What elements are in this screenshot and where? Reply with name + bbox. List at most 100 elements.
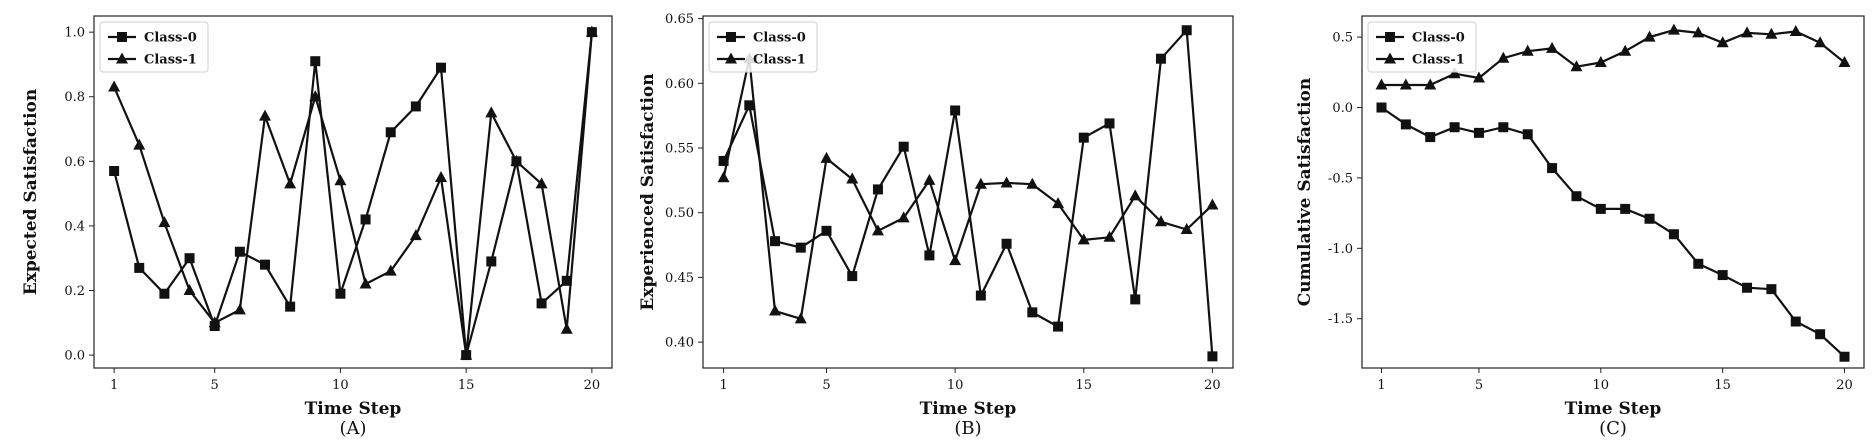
y-tick-label: -1.0 [1328, 242, 1353, 257]
data-point-class-0 [1522, 129, 1533, 140]
data-point-class-1 [334, 174, 347, 186]
data-point-class-1 [1643, 30, 1656, 42]
data-point-class-0 [1742, 282, 1753, 293]
data-point-class-0 [109, 166, 120, 177]
data-point-class-1 [1154, 215, 1167, 227]
x-tick-label: 1 [110, 378, 118, 393]
y-tick-label: 0.2 [64, 284, 85, 299]
plot-frame-c [1361, 15, 1865, 369]
data-point-class-1 [1594, 55, 1607, 67]
data-point-class-0 [847, 271, 858, 282]
y-tick-label: 0.40 [665, 336, 694, 351]
data-point-class-0 [561, 275, 572, 286]
data-point-class-1 [1180, 223, 1193, 235]
legend-marker-square [1385, 32, 1395, 42]
data-point-class-1 [258, 109, 271, 121]
plot-frame-b [702, 15, 1234, 369]
data-point-class-1 [1077, 233, 1090, 245]
data-point-class-1 [846, 172, 859, 184]
data-point-class-1 [535, 177, 548, 189]
y-tick-label: 0.65 [665, 12, 694, 27]
y-tick-label: 0.55 [665, 142, 694, 157]
series-line-class-1 [113, 32, 593, 357]
y-tick-label: 0.5 [1332, 31, 1353, 46]
data-point-class-1 [133, 138, 146, 150]
data-point-class-1 [158, 216, 171, 228]
legend-label-class-1: Class-1 [1412, 53, 1465, 68]
data-point-class-0 [1027, 307, 1038, 318]
data-point-class-0 [872, 184, 883, 195]
y-tick-label: 0.4 [64, 219, 85, 234]
data-point-class-1 [1052, 197, 1065, 209]
x-tick-label: 10 [332, 378, 349, 393]
data-point-class-1 [1521, 44, 1534, 56]
data-point-class-0 [1155, 53, 1166, 64]
data-point-class-1 [510, 154, 523, 166]
data-point-class-0 [184, 253, 195, 264]
data-point-class-0 [360, 214, 371, 225]
data-point-class-0 [1595, 203, 1606, 214]
x-tick-label: 1 [719, 378, 727, 393]
y-tick-label: 0.45 [665, 271, 694, 286]
data-point-class-1 [560, 322, 573, 334]
data-point-class-0 [898, 141, 909, 152]
data-point-class-1 [949, 254, 962, 266]
data-point-class-0 [134, 262, 145, 273]
data-point-class-0 [1644, 213, 1655, 224]
data-point-class-1 [1103, 230, 1116, 242]
data-point-class-0 [310, 56, 321, 67]
legend-label-class-1: Class-1 [753, 53, 806, 68]
x-tick-label: 5 [211, 378, 219, 393]
data-point-class-1 [183, 283, 196, 295]
data-point-class-1 [717, 171, 730, 183]
data-point-class-1 [1546, 41, 1559, 53]
data-point-class-1 [1570, 60, 1583, 72]
data-point-class-0 [335, 288, 346, 299]
series-line-class-0 [113, 31, 593, 357]
data-point-class-1 [820, 151, 833, 163]
x-tick-label: 15 [1714, 378, 1731, 393]
data-point-class-0 [1400, 119, 1411, 130]
legend-label-class-0: Class-0 [144, 31, 197, 46]
panel-caption: (C) [1599, 418, 1627, 439]
x-tick-label: 15 [1076, 378, 1093, 393]
data-point-class-1 [485, 106, 498, 118]
panel-caption: (B) [954, 418, 981, 439]
data-point-class-1 [1399, 78, 1412, 90]
data-point-class-0 [1001, 238, 1012, 249]
y-tick-label: -1.5 [1328, 312, 1353, 327]
data-point-class-1 [284, 177, 297, 189]
x-tick-label: 5 [1475, 378, 1483, 393]
data-point-class-1 [435, 170, 448, 182]
data-point-class-1 [1667, 23, 1680, 35]
data-point-class-1 [359, 277, 372, 289]
data-point-class-0 [1815, 329, 1826, 340]
data-point-class-0 [285, 301, 296, 312]
data-point-class-1 [233, 303, 246, 315]
data-point-class-1 [309, 90, 322, 102]
data-point-class-1 [923, 173, 936, 185]
data-point-class-1 [1497, 51, 1510, 63]
legend-label-class-0: Class-0 [1412, 31, 1465, 46]
data-point-class-1 [1692, 26, 1705, 38]
y-axis-title: Expected Satisfaction [21, 89, 41, 295]
data-point-class-0 [1473, 127, 1484, 138]
data-point-class-0 [975, 290, 986, 301]
data-point-class-1 [384, 264, 397, 276]
series-line-class-1 [722, 57, 1214, 320]
legend-label-class-1: Class-1 [144, 53, 197, 68]
data-point-class-1 [1026, 177, 1039, 189]
x-tick-label: 1 [1377, 378, 1385, 393]
data-point-class-0 [1717, 270, 1728, 281]
data-point-class-1 [769, 304, 782, 316]
data-point-class-1 [1838, 55, 1851, 67]
data-point-class-1 [1765, 27, 1778, 39]
data-point-class-1 [1448, 67, 1461, 79]
y-axis-title: Cumulative Satisfaction [1295, 78, 1315, 307]
data-point-class-0 [950, 105, 961, 116]
x-tick-label: 5 [822, 378, 830, 393]
x-tick-label: 10 [947, 378, 964, 393]
